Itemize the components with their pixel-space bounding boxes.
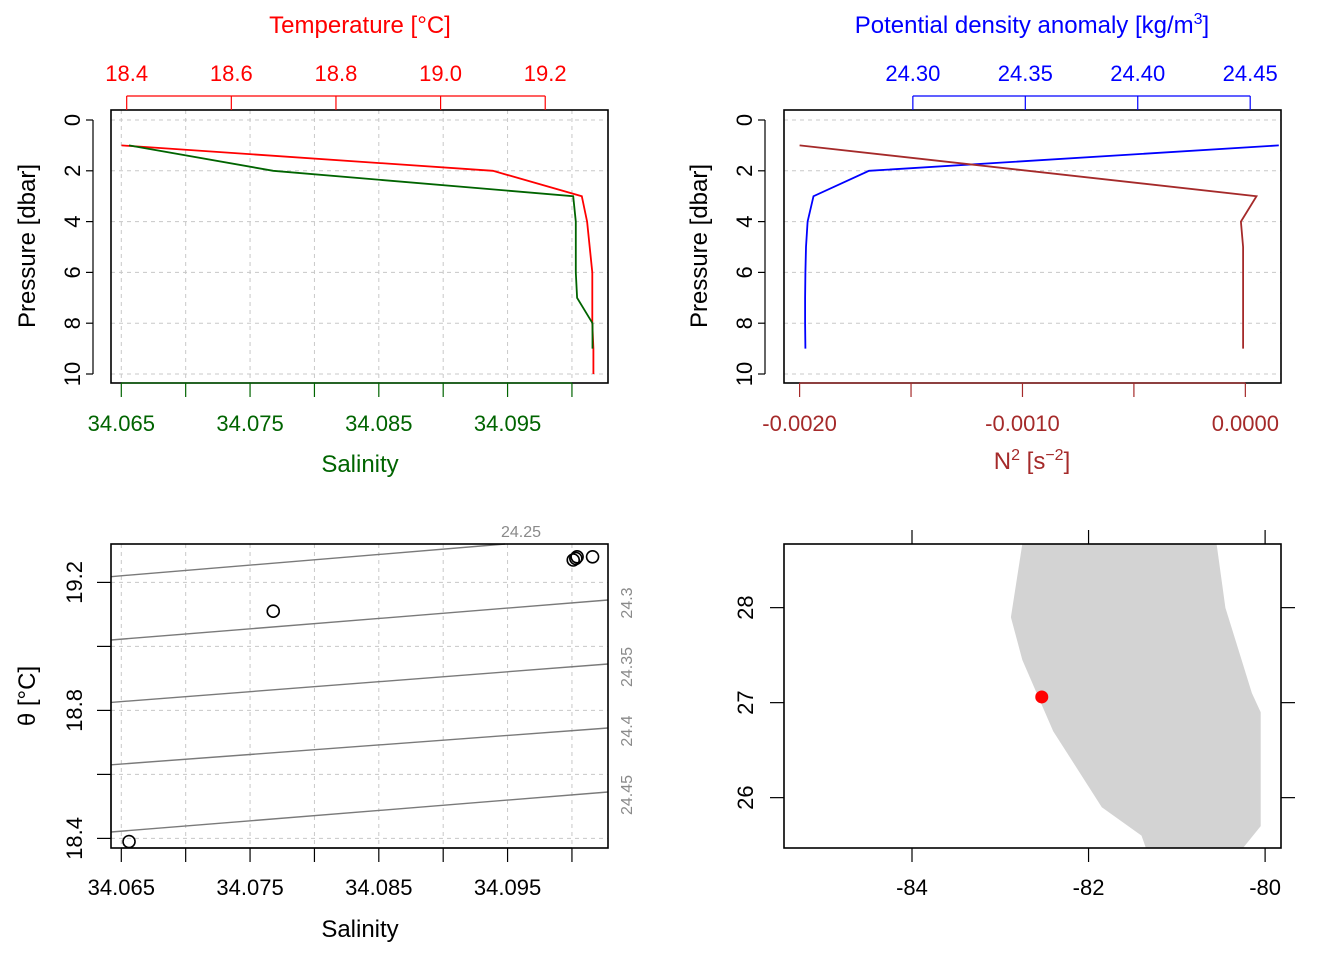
y-axis-title: Pressure [dbar]: [686, 164, 713, 328]
y-tick-label: 8: [732, 317, 757, 329]
isopycnal-label: 24.45: [619, 775, 636, 815]
station-marker: [1035, 690, 1049, 704]
top-tick-label: 18.4: [105, 61, 148, 86]
y-tick-label: 4: [732, 215, 757, 227]
x-tick-label: 34.065: [88, 875, 155, 900]
ts-point: [585, 549, 600, 564]
y-axis-title: Pressure [dbar]: [14, 164, 41, 328]
land-area: [1010, 544, 1261, 848]
y-tick-label: 6: [60, 266, 85, 278]
y-tick-label: 10: [732, 362, 757, 386]
top-axis-title: Temperature [°C]: [269, 12, 451, 39]
x-tick-label: -84: [896, 875, 928, 900]
map-axes: -84 -82 -80 26 27 28: [733, 530, 1295, 900]
y-tick-label: 2: [732, 165, 757, 177]
ts-points: [122, 549, 600, 849]
map-frame: [783, 543, 1282, 849]
profile-series: [799, 144, 1279, 349]
bottom-tick-label: -0.0010: [985, 411, 1060, 436]
isopycnal-label: 24.35: [619, 647, 636, 687]
top-tick-label: 24.40: [1110, 61, 1165, 86]
y-tick-label: 28: [733, 595, 758, 619]
florida-land: [1010, 544, 1261, 848]
ts-grid: [111, 544, 608, 848]
y-tick-label: 10: [60, 362, 85, 386]
y-tick-label: 27: [733, 690, 758, 714]
density-n2-profile: 0 2 4 6 8 10 24.30 24.35 24.40 24.45 -0.0020 -0.001…: [686, 11, 1282, 475]
top-axis-title: Potential density anomaly [kg/m3]: [855, 11, 1209, 39]
top-tick-label: 18.8: [315, 61, 358, 86]
bottom-tick-label: 0.0000: [1212, 411, 1279, 436]
bottom-tick-label: 34.085: [345, 411, 412, 436]
x-axis-title: Salinity: [321, 916, 398, 943]
y-axis-title: θ [°C]: [14, 666, 41, 726]
ts-point: [566, 553, 581, 567]
ts-point: [569, 551, 583, 566]
isopycnal-label: 24.25: [501, 524, 541, 541]
x-tick-label: 34.095: [474, 875, 541, 900]
profile-grid: [111, 110, 608, 383]
isopycnal-line: [110, 727, 609, 766]
isopycnal-line: [110, 543, 506, 578]
bottom-tick-label: 34.075: [216, 411, 283, 436]
salinity-line: [128, 144, 594, 349]
ts-point: [266, 604, 281, 619]
profile-axes: 0 2 4 6 8 10 18.4 18.6 18.8 19.0 19.2 34.065 34.075 3…: [60, 61, 573, 436]
top-tick-label: 24.35: [998, 61, 1053, 86]
y-tick-label: 26: [733, 785, 758, 809]
station-map: -84 -82 -80 26 27 28: [733, 530, 1295, 900]
isopycnal-label: 24.3: [619, 587, 636, 618]
isopycnal-label: 24.4: [619, 715, 636, 746]
top-tick-label: 19.2: [524, 61, 567, 86]
top-tick-label: 24.45: [1223, 61, 1278, 86]
isopycnal-lines: 24.25 24.3 24.35 24.4 24.45: [110, 524, 636, 833]
density-line: [804, 144, 1279, 349]
x-tick-label: 34.085: [345, 875, 412, 900]
y-tick-label: 4: [60, 215, 85, 227]
isopycnal-line: [110, 663, 609, 704]
temperature-salinity-profile: 0 2 4 6 8 10 18.4 18.6 18.8 19.0 19.2 34.065 34.075 3…: [14, 12, 609, 478]
y-tick-label: 18.8: [62, 689, 87, 732]
y-tick-label: 19.2: [62, 561, 87, 604]
bottom-tick-label: -0.0020: [762, 411, 837, 436]
bottom-axis-title: N2 [s−2]: [994, 447, 1071, 475]
y-tick-label: 2: [60, 165, 85, 177]
top-tick-label: 24.30: [885, 61, 940, 86]
isopycnal-line: [110, 791, 609, 833]
y-tick-label: 18.4: [62, 817, 87, 860]
x-tick-label: 34.075: [216, 875, 283, 900]
bottom-tick-label: 34.095: [474, 411, 541, 436]
ts-point: [570, 549, 584, 564]
profile-series: [121, 144, 595, 374]
y-tick-label: 8: [60, 317, 85, 329]
x-tick-label: -80: [1249, 875, 1281, 900]
n2-line: [799, 144, 1259, 349]
bottom-tick-label: 34.065: [88, 411, 155, 436]
y-tick-label: 0: [60, 114, 85, 126]
top-tick-label: 19.0: [419, 61, 462, 86]
bottom-axis-title: Salinity: [321, 451, 398, 478]
isopycnal-line: [110, 599, 609, 641]
x-tick-label: -82: [1073, 875, 1105, 900]
profile-axes: 0 2 4 6 8 10 24.30 24.35 24.40 24.45 -0.0020 -0.001…: [732, 61, 1279, 436]
ts-axes: 34.065 34.075 34.085 34.095 18.4 18.8 19.2: [62, 561, 573, 900]
y-tick-label: 6: [732, 266, 757, 278]
top-tick-label: 18.6: [210, 61, 253, 86]
y-tick-label: 0: [732, 114, 757, 126]
